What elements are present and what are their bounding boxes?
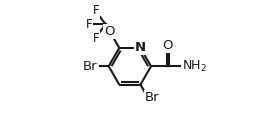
- Text: O: O: [104, 25, 115, 38]
- Text: Br: Br: [145, 91, 159, 104]
- Text: F: F: [93, 32, 100, 45]
- Text: NH$_2$: NH$_2$: [182, 59, 207, 74]
- Text: O: O: [162, 39, 173, 52]
- Text: F: F: [86, 18, 92, 31]
- Text: Br: Br: [83, 60, 98, 73]
- Text: F: F: [93, 4, 100, 17]
- Text: N: N: [135, 41, 146, 54]
